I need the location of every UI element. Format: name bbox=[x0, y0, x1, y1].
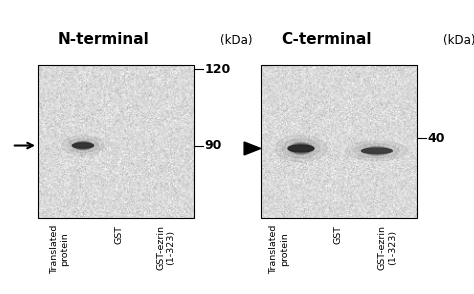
Text: 40: 40 bbox=[428, 131, 445, 145]
Text: (kDa): (kDa) bbox=[443, 34, 474, 47]
Ellipse shape bbox=[68, 138, 98, 153]
Text: C-terminal: C-terminal bbox=[281, 32, 372, 47]
Ellipse shape bbox=[74, 142, 91, 149]
Ellipse shape bbox=[72, 143, 93, 148]
Text: Translated
protein: Translated protein bbox=[50, 225, 69, 274]
Ellipse shape bbox=[282, 139, 320, 158]
Text: GST-ezrin
(1-323): GST-ezrin (1-323) bbox=[377, 225, 397, 270]
Text: GST: GST bbox=[115, 225, 124, 244]
Ellipse shape bbox=[275, 135, 327, 162]
Ellipse shape bbox=[362, 146, 392, 156]
Text: Translated
protein: Translated protein bbox=[269, 225, 289, 274]
Ellipse shape bbox=[62, 136, 104, 156]
Ellipse shape bbox=[365, 147, 389, 155]
Text: GST-ezrin
(1-323): GST-ezrin (1-323) bbox=[156, 225, 175, 270]
Bar bbox=[261, 65, 417, 218]
Text: N-terminal: N-terminal bbox=[58, 32, 149, 47]
Text: GST: GST bbox=[333, 225, 342, 244]
Ellipse shape bbox=[362, 148, 392, 153]
Text: (kDa): (kDa) bbox=[220, 34, 253, 47]
Text: 120: 120 bbox=[205, 63, 231, 76]
Ellipse shape bbox=[73, 141, 93, 150]
Ellipse shape bbox=[291, 143, 311, 154]
Bar bbox=[38, 65, 194, 218]
Ellipse shape bbox=[289, 142, 313, 155]
Ellipse shape bbox=[346, 141, 408, 161]
Polygon shape bbox=[244, 142, 261, 155]
Ellipse shape bbox=[355, 144, 399, 158]
Ellipse shape bbox=[288, 145, 314, 152]
Text: 90: 90 bbox=[205, 139, 222, 152]
